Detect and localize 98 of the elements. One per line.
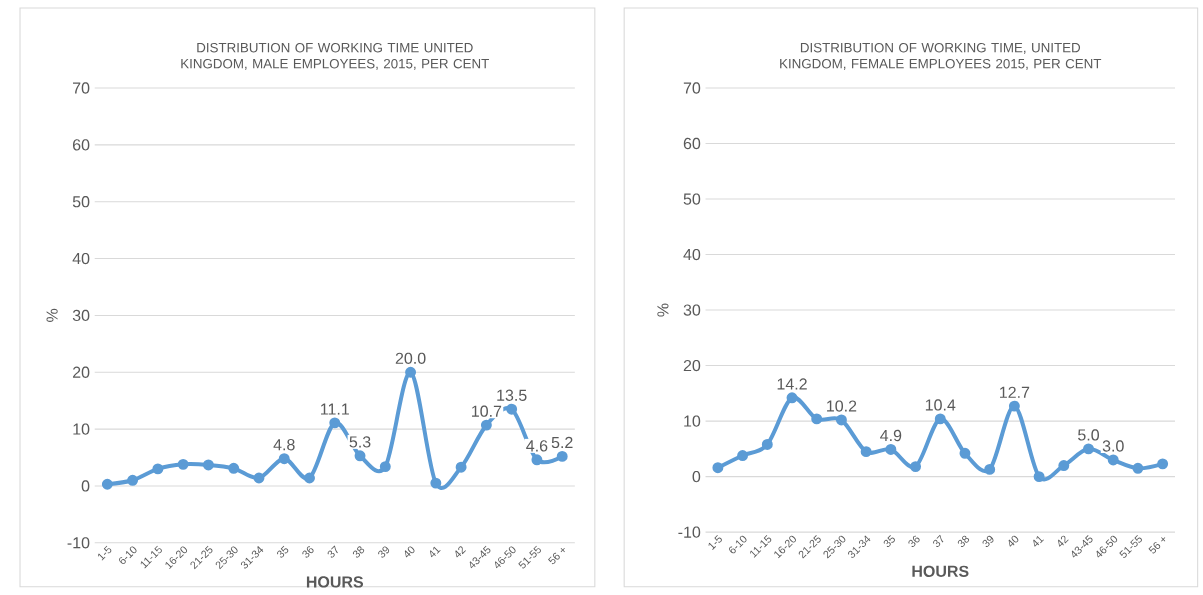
y-tick-label: 10: [73, 423, 90, 435]
point: [761, 439, 773, 450]
y-tick-label: 20: [72, 366, 90, 379]
point: [737, 450, 749, 462]
point: [202, 459, 214, 471]
x-tick-label: 56 +: [1148, 537, 1166, 554]
point: [480, 419, 492, 431]
data-label: 13.5: [497, 389, 527, 402]
data-label: 4.9: [880, 429, 902, 442]
x-tick-label: 36: [302, 546, 314, 558]
y-tick-label: 30: [683, 304, 701, 316]
y-tick-label: 0: [81, 480, 90, 492]
data-label: 4.6: [526, 440, 548, 452]
x-tick-label: 36: [908, 535, 920, 548]
x-tick-label: 1-5: [98, 545, 112, 561]
x-tick-label: 56 +: [548, 548, 565, 565]
point: [1033, 471, 1045, 483]
x-tick-label: 40: [1008, 535, 1019, 547]
y-tick-label: 40: [72, 253, 90, 265]
point: [984, 464, 996, 475]
point: [127, 474, 139, 486]
point: [405, 366, 417, 378]
point: [1008, 400, 1020, 412]
data-label: 5.0: [1078, 429, 1100, 441]
data-label: 10.4: [925, 399, 956, 411]
x-axis-title: HOURS: [306, 576, 364, 588]
point: [811, 413, 823, 425]
y-tick-label: 40: [683, 248, 701, 261]
x-tick-label: 37: [933, 534, 944, 548]
data-label: 4.8: [273, 439, 295, 451]
x-tick-label: 38: [957, 535, 970, 548]
data-label: 10.7: [472, 405, 502, 417]
x-axis-title: HOURS: [912, 565, 969, 578]
point: [253, 472, 265, 484]
point: [1132, 462, 1144, 474]
y-tick-label: 70: [73, 82, 90, 94]
point: [354, 450, 366, 462]
y-axis-title: %: [657, 303, 669, 317]
point: [228, 462, 240, 474]
point: [1157, 458, 1169, 470]
point: [455, 461, 467, 473]
point: [934, 413, 946, 425]
y-tick-label: 60: [683, 137, 701, 150]
point: [506, 403, 518, 415]
chart-title: DISTRIBUTION OF WORKING TIME, UNITED KINGDOM, FEMALE EMPLOYEES 2015, PER CENT: [780, 43, 1102, 71]
point: [152, 463, 164, 475]
y-tick-label: 60: [73, 139, 90, 151]
x-tick-label: 42: [455, 546, 466, 558]
x-tick-label: 41: [1033, 536, 1044, 547]
y-tick-label: 70: [683, 82, 701, 94]
point: [430, 477, 442, 489]
x-tick-label: 42: [1058, 535, 1069, 547]
y-axis-title: %: [46, 308, 58, 323]
x-tick-label: 40: [404, 546, 415, 558]
x-tick-label: 1-5: [708, 535, 722, 550]
point: [885, 444, 897, 455]
x-tick-label: 6-10: [119, 546, 137, 565]
data-label: 5.3: [349, 436, 371, 448]
y-tick-label: 20: [683, 360, 701, 372]
y-tick-label: -10: [678, 526, 701, 538]
point: [959, 447, 971, 459]
x-tick-label: 35: [883, 535, 895, 548]
point: [1107, 454, 1119, 466]
point: [278, 453, 290, 465]
point: [1058, 460, 1070, 472]
x-tick-label: 39: [378, 546, 390, 558]
y-tick-label: 30: [72, 309, 90, 322]
point: [910, 461, 922, 473]
point: [329, 417, 341, 429]
data-label: 20.0: [395, 352, 426, 365]
y-tick-label: 0: [692, 471, 701, 483]
y-tick-label: 10: [684, 415, 701, 427]
point: [712, 462, 724, 474]
y-tick-label: -10: [67, 537, 90, 549]
point: [177, 458, 189, 470]
point: [556, 451, 568, 462]
point: [101, 478, 113, 490]
data-label: 14.2: [777, 378, 807, 390]
data-label: 5.2: [551, 436, 573, 449]
chart-title: DISTRIBUTION OF WORKING TIME UNITED KINGDOM, MALE EMPLOYEES, 2015, PER CENT: [181, 43, 489, 71]
point: [860, 446, 872, 458]
point: [1083, 443, 1094, 455]
point: [531, 454, 543, 466]
data-label: 12.7: [1000, 386, 1030, 398]
x-tick-label: 35: [277, 545, 289, 558]
x-tick-label: 38: [352, 546, 365, 558]
y-tick-label: 50: [683, 193, 701, 205]
x-tick-label: 41: [430, 546, 441, 558]
point: [835, 414, 847, 426]
x-tick-label: 37: [327, 545, 338, 558]
data-label: 10.2: [827, 400, 857, 412]
y-tick-label: 50: [72, 196, 90, 208]
point: [304, 472, 315, 484]
data-label: 11.1: [321, 403, 349, 415]
x-tick-label: 39: [982, 535, 994, 548]
data-label: 3.0: [1102, 440, 1124, 452]
point: [786, 392, 798, 404]
point: [379, 461, 391, 473]
